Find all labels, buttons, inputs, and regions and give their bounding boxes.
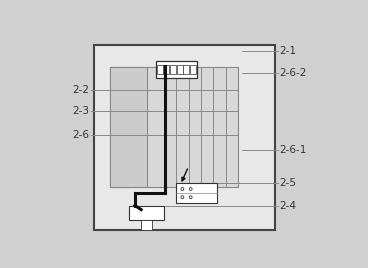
Bar (110, 67, 238, 187)
Bar (141, 220, 152, 230)
Text: 2-1: 2-1 (279, 46, 296, 56)
Text: 2-4: 2-4 (279, 200, 296, 210)
Bar (190, 65, 196, 74)
Text: 2-2: 2-2 (72, 85, 89, 95)
Text: 2-3: 2-3 (72, 106, 89, 116)
Text: 2-5: 2-5 (279, 178, 296, 188)
Bar (94, 44, 275, 230)
Text: 2-6-1: 2-6-1 (279, 145, 307, 155)
Bar (129, 206, 164, 220)
Bar (177, 65, 183, 74)
Bar (183, 65, 189, 74)
Bar (157, 65, 163, 74)
Bar (170, 65, 176, 74)
Circle shape (181, 196, 184, 199)
Circle shape (189, 196, 192, 199)
Bar (163, 65, 169, 74)
Bar (110, 67, 147, 187)
Circle shape (189, 188, 192, 191)
Bar (176, 183, 217, 203)
Text: 2-6: 2-6 (72, 130, 89, 140)
Bar (156, 61, 197, 77)
Text: 2-6-2: 2-6-2 (279, 68, 307, 79)
Circle shape (181, 188, 184, 191)
